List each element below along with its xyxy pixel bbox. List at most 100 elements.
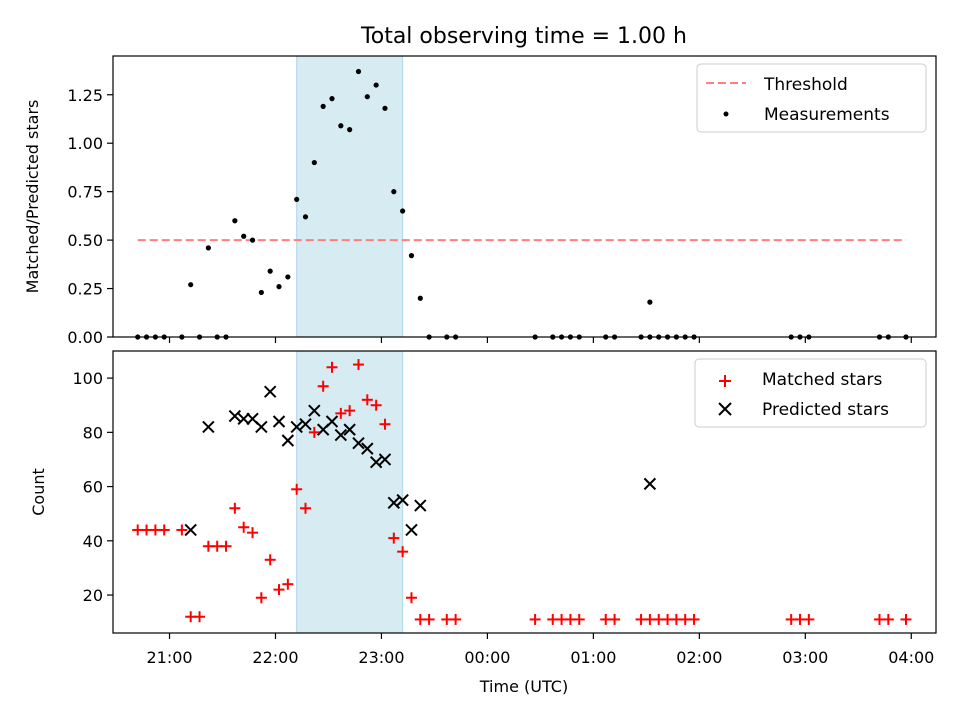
predicted-star-point	[255, 420, 268, 434]
matched-star-point	[900, 613, 912, 625]
matched-star-point	[220, 540, 232, 552]
matched-star-point	[370, 399, 382, 411]
predicted-star-point	[299, 418, 312, 431]
top-legend-box	[696, 63, 927, 133]
bottom-y-tick-label: 20	[83, 586, 103, 605]
predicted-star-point	[643, 477, 657, 491]
legend-measurements-swatch	[723, 111, 729, 117]
matched-star-point	[291, 483, 303, 495]
matched-star-point	[352, 359, 364, 371]
matched-star-point	[308, 426, 320, 438]
x-tick-label: 03:00	[782, 648, 828, 667]
measurement-point	[249, 237, 256, 243]
predicted-star-point	[272, 415, 286, 428]
predicted-star-point	[290, 420, 303, 434]
bottom-y-tick-label: 80	[83, 423, 103, 442]
matched-star-point	[317, 380, 329, 392]
measurement-points	[135, 68, 909, 340]
matched-star-point	[255, 592, 267, 604]
predicted-stars-points	[184, 385, 657, 537]
matched-star-point	[573, 613, 585, 625]
matched-star-point	[344, 405, 356, 417]
matched-star-point	[264, 554, 276, 566]
measurement-point	[232, 218, 238, 224]
bottom-y-tick-label: 40	[83, 532, 103, 551]
matched-star-point	[529, 613, 541, 625]
predicted-star-point	[387, 496, 401, 510]
predicted-star-point	[369, 455, 383, 469]
predicted-star-point	[237, 412, 250, 425]
matched-star-point	[194, 611, 206, 623]
matched-stars-points	[132, 359, 912, 625]
matched-star-point	[176, 524, 188, 536]
bottom-y-axis-label: Count	[29, 468, 48, 516]
x-tick-label: 23:00	[358, 648, 404, 667]
matched-star-point	[282, 578, 294, 590]
top-highlight-span	[296, 55, 404, 338]
top-y-tick-label: 1.00	[67, 134, 103, 153]
measurement-point	[647, 299, 653, 305]
top-y-tick-label: 0.75	[67, 183, 103, 202]
measurement-point	[417, 295, 423, 301]
x-tick-label: 22:00	[252, 648, 298, 667]
matched-star-point	[688, 613, 700, 625]
measurement-point	[329, 96, 335, 102]
matched-star-point	[335, 407, 347, 419]
matched-star-point	[229, 502, 241, 514]
matched-star-point	[803, 613, 815, 625]
x-tick-label: 01:00	[570, 648, 616, 667]
matched-star-point	[397, 546, 409, 558]
measurement-point	[258, 289, 264, 296]
matched-star-point	[379, 418, 391, 430]
legend-matched-swatch	[719, 375, 731, 387]
bottom-y-ticks: 20 40 60 80 100	[72, 369, 113, 605]
predicted-star-point	[414, 499, 427, 512]
matched-star-point	[361, 394, 373, 406]
bottom-y-tick-label: 60	[83, 478, 103, 497]
bottom-axes-frame	[112, 350, 937, 634]
predicted-star-point	[281, 434, 295, 447]
measurement-point	[400, 208, 406, 214]
predicted-star-point	[361, 442, 374, 455]
top-y-tick-label: 1.25	[67, 86, 103, 105]
matched-star-point	[158, 524, 170, 536]
measurement-point	[408, 253, 415, 259]
predicted-star-point	[228, 409, 242, 423]
predicted-star-point	[352, 436, 365, 450]
bottom-y-tick-label: 100	[72, 369, 103, 388]
legend-threshold-label: Threshold	[763, 75, 848, 95]
measurement-point	[285, 274, 291, 280]
measurement-point	[267, 268, 273, 274]
measurement-point	[382, 105, 388, 111]
predicted-star-point	[325, 415, 339, 428]
predicted-star-point	[396, 493, 409, 507]
top-x-ticks	[168, 337, 912, 343]
x-axis-label: Time (UTC)	[479, 677, 568, 696]
measurement-point	[205, 245, 211, 251]
predicted-star-point	[202, 420, 215, 434]
measurement-point	[302, 214, 309, 220]
legend-predicted-label: Predicted stars	[762, 400, 889, 420]
predicted-star-point	[343, 423, 356, 436]
matched-star-point	[326, 361, 338, 373]
top-legend: Threshold Measurements	[696, 63, 927, 133]
top-y-tick-label: 0.00	[67, 328, 103, 347]
legend-measurements-label: Measurements	[764, 105, 890, 125]
measurement-point	[364, 94, 370, 100]
matched-star-point	[300, 502, 312, 514]
matched-star-point	[273, 584, 285, 596]
bottom-panel: 20 40 60 80 100 21:00 22:00 23:00 00:00 01:00 02:…	[29, 350, 937, 696]
x-tick-label: 02:00	[676, 648, 722, 667]
top-y-tick-label: 0.25	[67, 280, 103, 299]
matched-star-point	[450, 613, 462, 625]
x-tick-label: 21:00	[146, 648, 192, 667]
measurement-point	[311, 159, 317, 166]
top-y-tick-label: 0.50	[67, 231, 103, 250]
bottom-highlight-span	[296, 350, 404, 634]
top-panel: 0.00 0.25 0.50 0.75 1.00 1.25 Matched/Predict…	[23, 55, 937, 347]
predicted-star-point	[263, 385, 277, 398]
predicted-star-point	[405, 523, 418, 537]
measurement-point	[241, 233, 247, 239]
matched-star-point	[609, 613, 621, 625]
